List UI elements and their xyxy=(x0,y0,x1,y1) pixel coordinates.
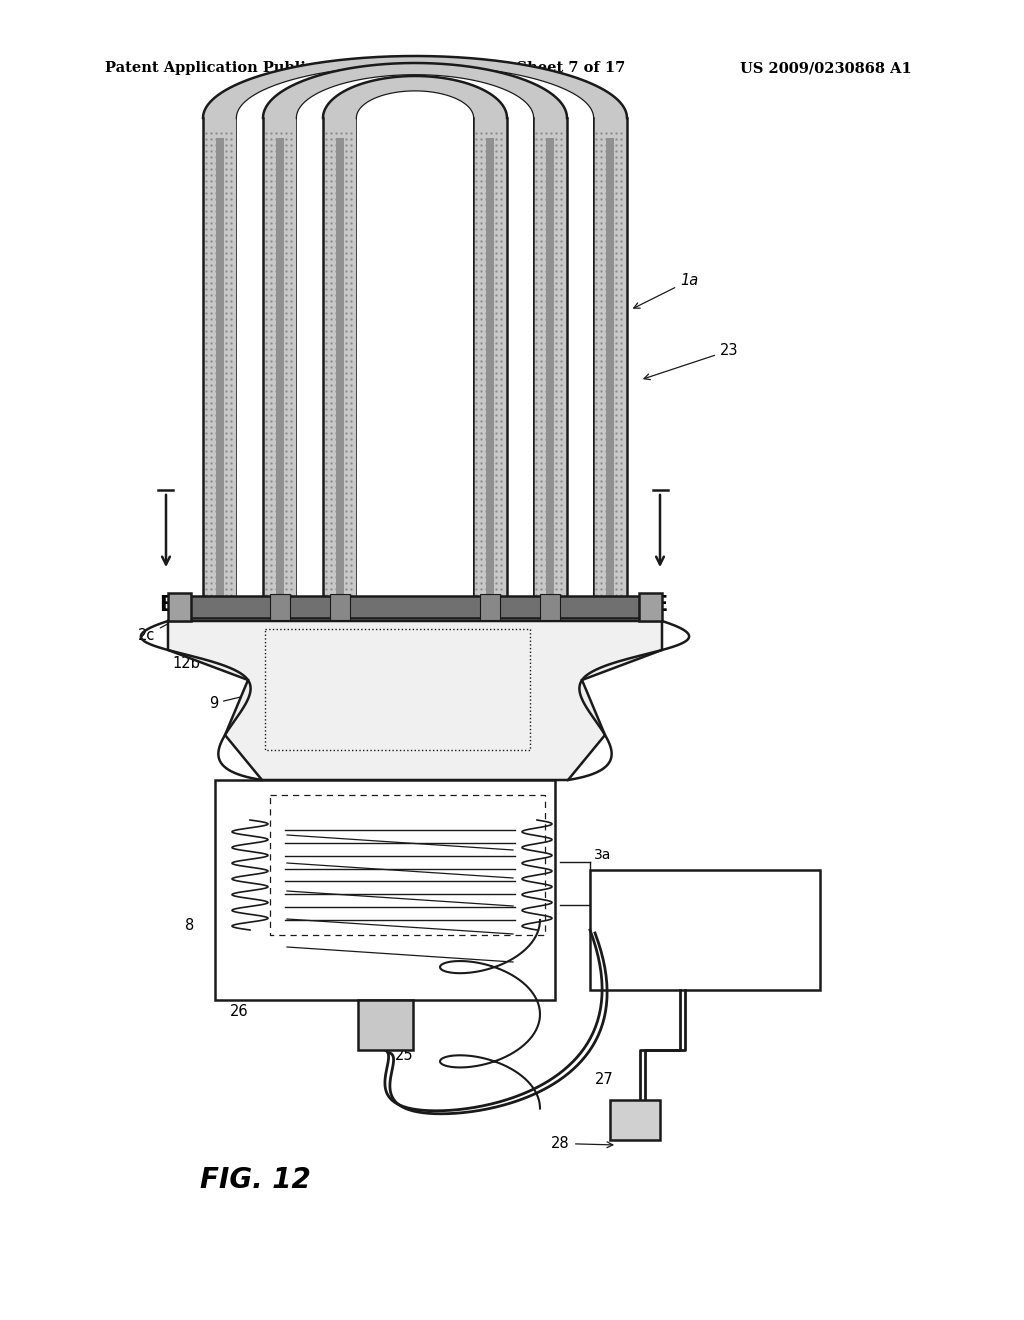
Bar xyxy=(473,117,507,601)
Polygon shape xyxy=(297,75,534,117)
Text: E: E xyxy=(159,595,173,615)
Text: 26: 26 xyxy=(230,1005,249,1019)
Bar xyxy=(276,139,284,601)
Bar xyxy=(590,870,820,990)
Text: 12b: 12b xyxy=(172,648,266,671)
Text: Patent Application Publication: Patent Application Publication xyxy=(105,61,357,75)
Text: 24: 24 xyxy=(600,543,618,572)
Text: 1a: 1a xyxy=(634,273,698,308)
Text: 3b: 3b xyxy=(594,903,611,917)
Bar xyxy=(639,593,662,620)
Polygon shape xyxy=(237,66,593,117)
Bar xyxy=(188,597,642,618)
Text: 9: 9 xyxy=(209,689,266,711)
Polygon shape xyxy=(323,77,507,117)
Text: 3: 3 xyxy=(608,876,616,890)
Bar xyxy=(610,1100,660,1140)
Bar xyxy=(606,139,614,601)
Text: 2c: 2c xyxy=(137,616,182,643)
Bar xyxy=(358,1001,413,1049)
Bar xyxy=(357,117,473,601)
Text: 14: 14 xyxy=(494,616,554,640)
Text: 4: 4 xyxy=(495,671,554,685)
Text: 28: 28 xyxy=(551,1137,612,1151)
Bar xyxy=(323,117,357,601)
Polygon shape xyxy=(263,63,567,117)
Text: 23: 23 xyxy=(644,343,738,380)
Bar xyxy=(480,594,500,620)
Bar xyxy=(263,117,297,601)
Text: 27: 27 xyxy=(595,1072,613,1088)
Bar xyxy=(168,593,191,620)
Text: 20: 20 xyxy=(431,132,457,148)
Text: 5: 5 xyxy=(490,862,500,878)
Polygon shape xyxy=(357,91,473,117)
Text: 3a: 3a xyxy=(594,847,611,862)
Bar xyxy=(593,117,627,601)
Bar xyxy=(330,594,350,620)
Text: US 2009/0230868 A1: US 2009/0230868 A1 xyxy=(740,61,911,75)
Text: 8: 8 xyxy=(185,917,195,932)
Text: 25: 25 xyxy=(395,1048,414,1063)
Polygon shape xyxy=(168,620,662,780)
Bar xyxy=(540,594,560,620)
Polygon shape xyxy=(203,55,627,117)
Text: FIG. 12: FIG. 12 xyxy=(200,1166,310,1195)
Bar xyxy=(486,139,494,601)
Bar xyxy=(270,594,290,620)
Bar xyxy=(215,780,555,1001)
Bar xyxy=(237,117,593,601)
Bar xyxy=(216,139,224,601)
Bar xyxy=(203,117,237,601)
Bar xyxy=(336,139,344,601)
Text: 2b: 2b xyxy=(321,140,346,156)
Text: Sep. 17, 2009   Sheet 7 of 17: Sep. 17, 2009 Sheet 7 of 17 xyxy=(390,61,626,75)
Text: E: E xyxy=(653,595,667,615)
Bar xyxy=(297,117,534,601)
Bar xyxy=(534,117,567,601)
Polygon shape xyxy=(201,55,629,601)
Bar xyxy=(546,139,554,601)
